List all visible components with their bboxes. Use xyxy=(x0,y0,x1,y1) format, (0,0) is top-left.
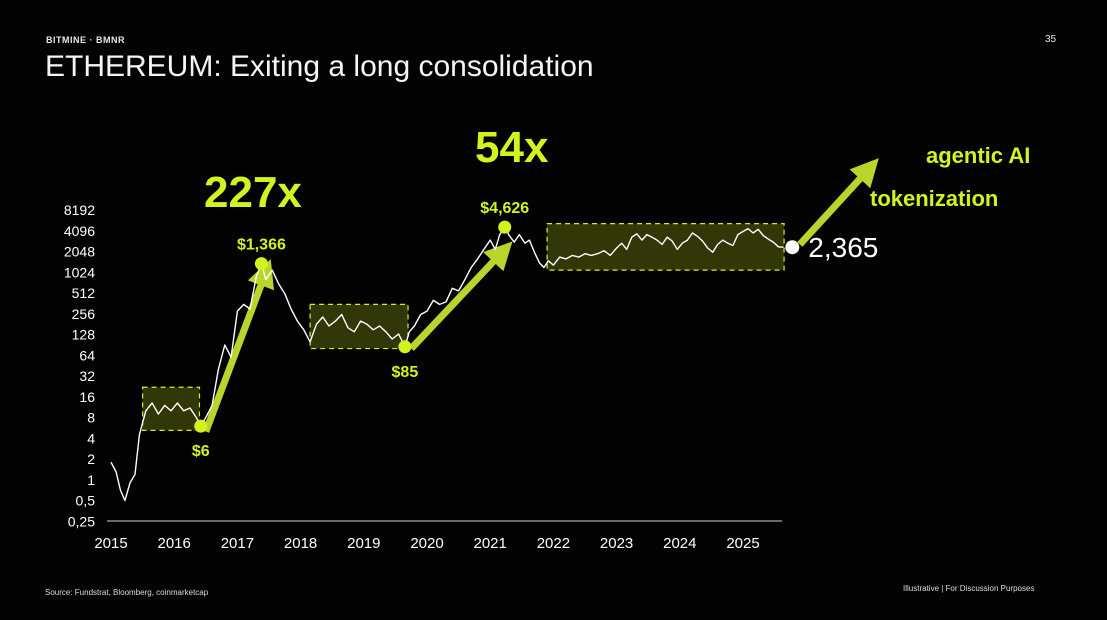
eth-price-line xyxy=(110,226,784,502)
price-marker-dot xyxy=(194,419,208,433)
disclaimer-note: Illustrative | For Discussion Purposes xyxy=(903,584,1035,593)
y-tick-label: 0,25 xyxy=(68,513,95,529)
price-marker-dot xyxy=(254,257,268,271)
consolidation-box xyxy=(309,303,409,350)
y-tick-label: 4 xyxy=(87,430,95,446)
consolidation-box xyxy=(546,223,785,271)
page-number: 35 xyxy=(1045,34,1057,45)
annotation-agentic-ai: agentic AI xyxy=(926,143,1030,168)
page-title: ETHEREUM: Exiting a long consolidation xyxy=(45,50,594,83)
y-tick-label: 8192 xyxy=(64,202,95,218)
x-tick-label: 2020 xyxy=(410,535,443,552)
y-tick-label: 16 xyxy=(79,389,95,405)
x-tick-label: 2024 xyxy=(663,535,696,552)
y-tick-label: 2 xyxy=(87,451,95,467)
trend-arrow xyxy=(202,259,275,433)
x-tick-label: 2023 xyxy=(600,535,633,552)
brand-label: BITMINE · BMNR xyxy=(46,35,125,45)
trend-arrow xyxy=(797,158,879,247)
multiple-227x-label: 227x xyxy=(204,168,302,217)
x-tick-label: 2021 xyxy=(474,535,507,552)
y-tick-label: 4096 xyxy=(64,223,95,239)
multiple-54x-label: 54x xyxy=(475,123,549,172)
x-tick-label: 2022 xyxy=(537,535,570,552)
annotation-tokenization: tokenization xyxy=(870,186,998,211)
y-tick-label: 64 xyxy=(79,347,95,363)
y-tick-label: 128 xyxy=(72,327,96,343)
price-marker-label: $85 xyxy=(392,364,419,381)
x-tick-label: 2018 xyxy=(284,535,317,552)
price-marker-label: $4,626 xyxy=(480,200,529,217)
y-tick-label: 256 xyxy=(72,306,96,322)
source-note: Source: Fundstrat, Bloomberg, coinmarket… xyxy=(45,588,209,597)
x-tick-label: 2016 xyxy=(158,535,191,552)
x-tick-label: 2017 xyxy=(221,535,254,552)
y-tick-label: 1024 xyxy=(64,264,95,280)
x-tick-label: 2025 xyxy=(726,535,759,552)
y-tick-label: 8 xyxy=(87,410,95,426)
price-marker-label: $6 xyxy=(192,443,210,460)
price-marker-dot xyxy=(498,220,512,234)
y-tick-label: 0,5 xyxy=(76,493,96,509)
y-tick-label: 1 xyxy=(87,472,95,488)
y-tick-label: 512 xyxy=(72,285,96,301)
trend-arrow xyxy=(408,241,513,351)
price-marker-dot xyxy=(398,340,412,354)
current-price-marker xyxy=(785,240,800,255)
y-tick-label: 2048 xyxy=(64,244,95,260)
x-tick-label: 2019 xyxy=(347,535,380,552)
price-marker-label: $1,366 xyxy=(237,237,286,254)
x-tick-label: 2015 xyxy=(94,535,127,552)
current-price-label: 2,365 xyxy=(808,232,878,263)
y-tick-label: 32 xyxy=(79,368,95,384)
